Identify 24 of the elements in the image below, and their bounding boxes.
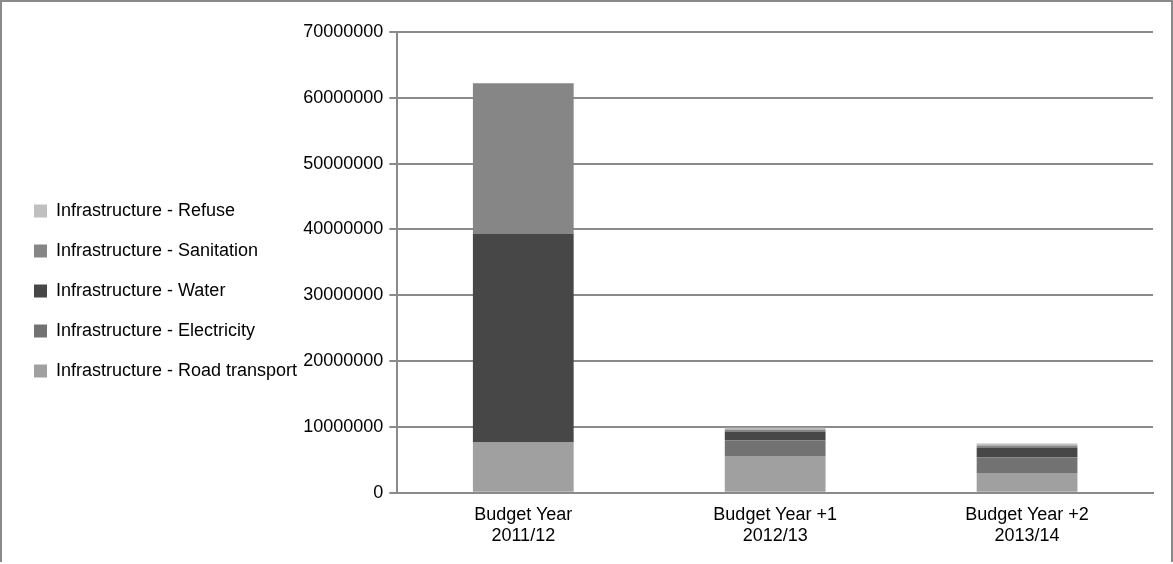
- y-tick-label: 40000000: [303, 218, 384, 239]
- bar: [472, 442, 574, 492]
- bar: [724, 455, 826, 492]
- bar: [472, 234, 574, 443]
- legend-label: Infrastructure - Water: [56, 279, 226, 300]
- y-tick-label: 0: [373, 481, 384, 502]
- y-tick-label: 50000000: [303, 152, 384, 173]
- bar: [724, 440, 826, 456]
- legend-label: Infrastructure - Road transport: [56, 359, 298, 380]
- x-tick-label: Budget Year 2011/12: [474, 503, 573, 546]
- y-tick-label: 10000000: [303, 415, 384, 436]
- y-tick-label: 60000000: [303, 86, 384, 107]
- y-tick-label: 30000000: [303, 284, 384, 305]
- legend-label: Infrastructure - Sanitation: [56, 239, 259, 260]
- legend-label: Infrastructure - Electricity: [56, 319, 256, 340]
- bar: [976, 473, 1078, 492]
- x-tick-label: Budget Year +1 2012/13: [713, 503, 837, 546]
- bar: [976, 457, 1078, 474]
- y-tick-label: 70000000: [303, 20, 384, 41]
- bar: [976, 447, 1078, 458]
- x-tick-label: Budget Year +2 2013/14: [965, 503, 1089, 546]
- bar: [724, 431, 826, 441]
- y-tick-label: 20000000: [303, 350, 384, 371]
- legend-label: Infrastructure - Refuse: [56, 199, 236, 220]
